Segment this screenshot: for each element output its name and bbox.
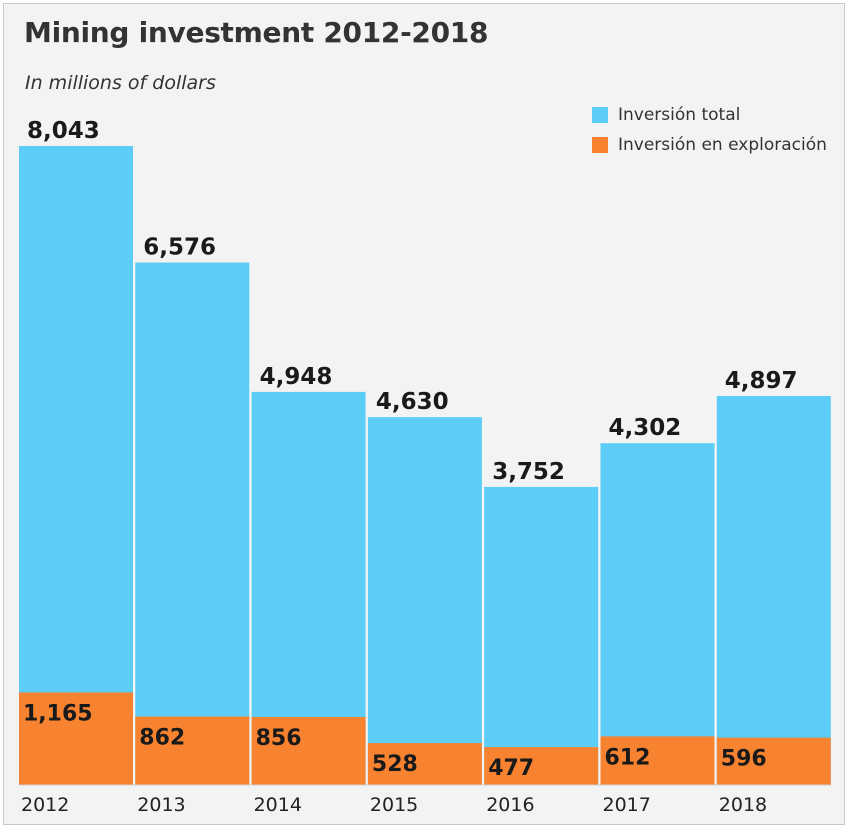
bar-exploration-2015 xyxy=(367,743,482,785)
bar-total-2012 xyxy=(19,146,133,785)
bar-exploration-2016 xyxy=(484,747,599,785)
bar-exploration-2014 xyxy=(251,716,366,785)
bar-exploration-2017 xyxy=(600,736,715,785)
bar-total-2016 xyxy=(484,486,599,785)
value-label-exploration-2018: 596 xyxy=(721,747,767,772)
x-tick-2017: 2017 xyxy=(603,794,651,816)
x-tick-2012: 2012 xyxy=(21,794,69,816)
value-label-exploration-2017: 612 xyxy=(605,745,651,770)
bar-total-2018 xyxy=(716,395,831,785)
value-label-exploration-2014: 856 xyxy=(256,726,302,751)
bar-exploration-2018 xyxy=(716,737,831,785)
value-label-exploration-2012: 1,165 xyxy=(23,701,93,726)
value-label-total-2012: 8,043 xyxy=(27,118,100,144)
legend-label-total: Inversión total xyxy=(618,105,741,125)
legend: Inversión total Inversión en exploración xyxy=(592,100,827,160)
chart-subtitle: In millions of dollars xyxy=(25,72,216,94)
value-label-total-2017: 4,302 xyxy=(609,415,682,441)
bar-total-2015 xyxy=(367,417,482,785)
x-tick-2016: 2016 xyxy=(486,794,534,816)
bar-total-2017 xyxy=(600,443,715,785)
x-tick-2015: 2015 xyxy=(370,794,418,816)
x-tick-2018: 2018 xyxy=(719,794,767,816)
bar-exploration-2012 xyxy=(19,692,133,785)
x-tick-2013: 2013 xyxy=(137,794,185,816)
x-tick-2014: 2014 xyxy=(254,794,302,816)
value-label-exploration-2015: 528 xyxy=(372,752,418,777)
value-label-total-2014: 4,948 xyxy=(260,364,333,390)
value-label-exploration-2016: 477 xyxy=(488,756,534,781)
legend-swatch-exploration xyxy=(592,137,608,153)
value-label-total-2016: 3,752 xyxy=(492,459,565,485)
value-label-total-2018: 4,897 xyxy=(725,368,798,394)
legend-item-total: Inversión total xyxy=(592,100,827,130)
value-label-total-2013: 6,576 xyxy=(143,235,216,261)
value-label-exploration-2013: 862 xyxy=(139,726,185,751)
legend-swatch-total xyxy=(592,107,608,123)
bar-exploration-2013 xyxy=(135,716,250,785)
bar-total-2013 xyxy=(135,262,250,785)
legend-item-exploration: Inversión en exploración xyxy=(592,130,827,160)
legend-label-exploration: Inversión en exploración xyxy=(618,135,827,155)
chart-title: Mining investment 2012-2018 xyxy=(24,16,489,49)
value-label-total-2015: 4,630 xyxy=(376,389,449,415)
